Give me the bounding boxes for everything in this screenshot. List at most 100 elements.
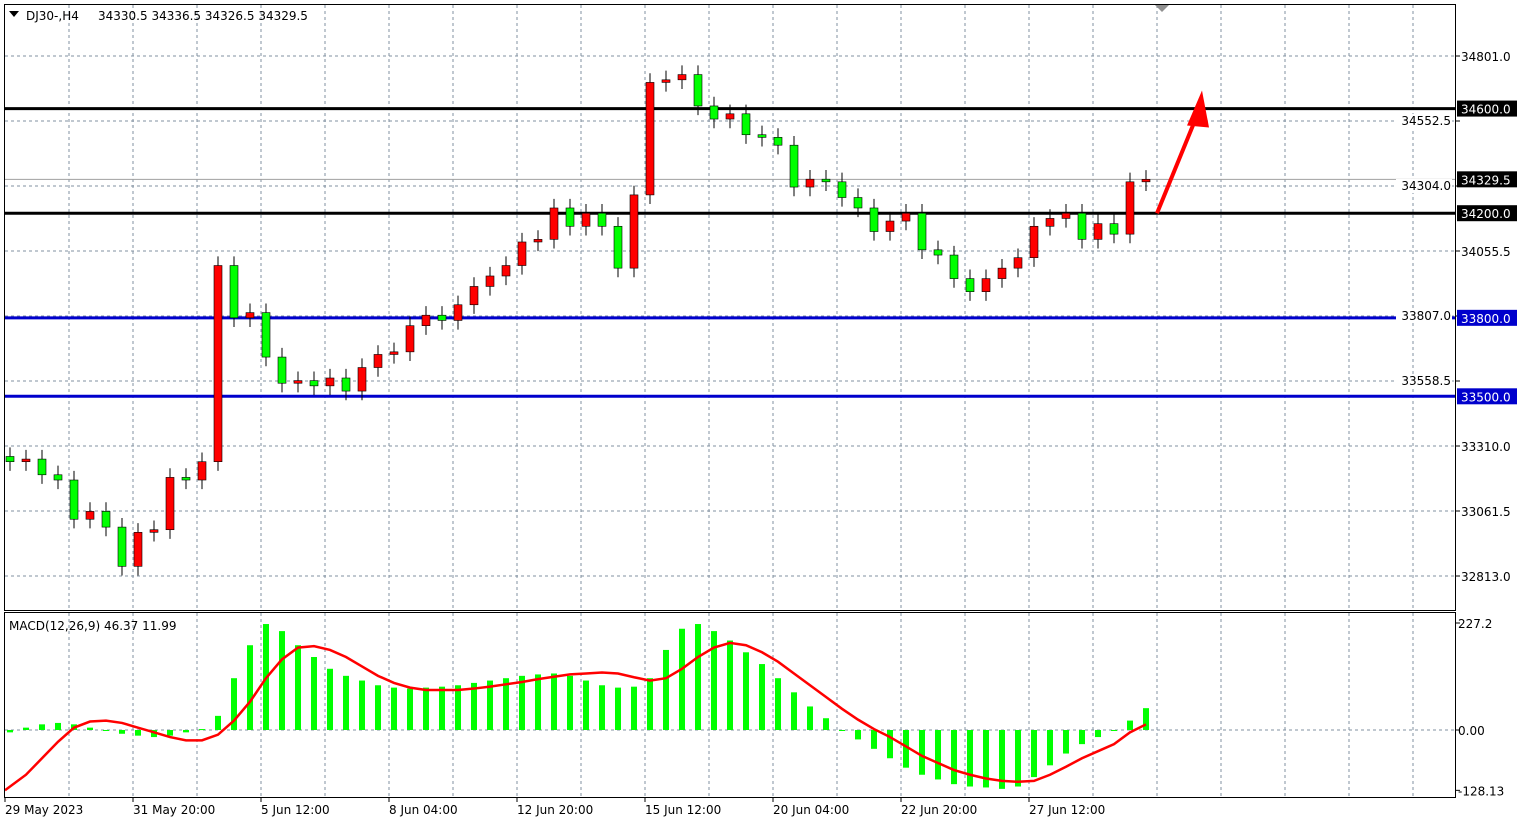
macd-bar [167, 730, 173, 736]
macd-tick-label: -128.13 [1458, 784, 1504, 798]
candle [37, 458, 47, 476]
arrow-shaft [1155, 114, 1199, 214]
macd-bar [215, 715, 221, 730]
ohlc-readout: 34330.5 34336.5 34326.5 34329.5 [98, 9, 308, 23]
macd-bar [327, 668, 333, 730]
macd-bar [1111, 730, 1117, 731]
candle [565, 207, 575, 227]
candle [373, 354, 383, 368]
symbol-label: DJ30-,H4 [26, 9, 79, 23]
macd-bar [567, 675, 573, 730]
candle [901, 212, 911, 222]
dropdown-triangle-icon[interactable] [9, 11, 19, 17]
candle [197, 461, 207, 481]
macd-bar [855, 730, 861, 740]
time-tick-label: 5 Jun 12:00 [261, 803, 330, 817]
candle [789, 144, 799, 188]
time-tick-label: 31 May 20:00 [133, 803, 215, 817]
price-tick-label-bg [1396, 374, 1452, 389]
candle [581, 212, 591, 227]
time-tick-label: 12 Jun 20:00 [517, 803, 593, 817]
macd-bar [1015, 730, 1021, 787]
price-tick-label-bg [1396, 309, 1452, 324]
level-label-bg [1457, 100, 1517, 117]
macd-bar [999, 730, 1005, 789]
macd-bar [615, 687, 621, 730]
macd-bar [1079, 730, 1085, 745]
macd-axis: 227.2 0.00 -128.13 [1455, 617, 1504, 798]
candle [1125, 181, 1135, 235]
candle [453, 304, 463, 321]
macd-bar [871, 730, 877, 749]
level-label: 33500.0 [1461, 390, 1511, 404]
macd-bar [1095, 730, 1101, 738]
macd-bar [583, 680, 589, 730]
level-label: 34600.0 [1461, 103, 1511, 117]
macd-panel [4, 624, 1149, 792]
candle [213, 265, 223, 463]
candle [133, 532, 143, 567]
macd-bar [1063, 730, 1069, 754]
candle [549, 207, 559, 240]
price-axis[interactable]: 34801.0 34055.5 33310.0 33061.5 32813.0 34600… [1455, 50, 1517, 584]
price-tick-label: 33310.0 [1461, 440, 1511, 454]
macd-bar [407, 688, 413, 730]
macd-bar [935, 730, 941, 780]
candle [469, 286, 479, 306]
macd-bar [807, 706, 813, 730]
macd-bar [759, 664, 765, 730]
macd-bar [679, 628, 685, 730]
candles [5, 65, 1151, 576]
macd-bar [663, 649, 669, 730]
price-tick-label: 33558.5 [1401, 374, 1451, 388]
candle [1109, 223, 1119, 235]
price-tick-label: 33807.0 [1401, 309, 1451, 323]
candle [677, 74, 687, 81]
time-axis[interactable]: 29 May 2023 31 May 20:00 5 Jun 12:00 8 Jun … [4, 797, 1105, 817]
candle [949, 254, 959, 279]
macd-bar [1143, 708, 1149, 730]
macd-bar [967, 730, 973, 787]
macd-bar [919, 730, 925, 775]
shift-marker-icon[interactable] [1155, 5, 1169, 12]
candle [53, 474, 63, 481]
candle [1029, 225, 1039, 258]
macd-bar [1031, 730, 1037, 778]
macd-bar [631, 686, 637, 730]
macd-bar [519, 675, 525, 730]
candle [597, 212, 607, 227]
macd-bar [711, 631, 717, 730]
macd-bar [887, 730, 893, 759]
macd-bar [647, 678, 653, 730]
time-tick-label: 27 Jun 12:00 [1029, 803, 1105, 817]
price-tick-label: 34055.5 [1461, 245, 1511, 259]
macd-bar [135, 730, 141, 736]
candle [85, 511, 95, 520]
macd-tick-label: 0.00 [1458, 724, 1485, 738]
candle [21, 458, 31, 463]
level-label: 33800.0 [1461, 312, 1511, 326]
candle [485, 275, 495, 287]
macd-signal-line [4, 641, 1147, 792]
candle [1093, 223, 1103, 240]
current-price-bg [1457, 171, 1517, 188]
candle [325, 377, 335, 387]
macd-bar [903, 730, 909, 768]
candle [965, 278, 975, 292]
level-label-bg [1457, 388, 1517, 405]
macd-bar [295, 645, 301, 730]
level-label-bg [1457, 205, 1517, 222]
macd-bar [983, 730, 989, 788]
macd-bar [391, 687, 397, 730]
candle [1013, 257, 1023, 269]
time-tick-label: 15 Jun 12:00 [645, 803, 721, 817]
time-tick-label: 8 Jun 04:00 [389, 803, 458, 817]
time-tick-label: 20 Jun 04:00 [773, 803, 849, 817]
macd-bar [791, 692, 797, 730]
candle [997, 267, 1007, 279]
macd-bar [119, 730, 125, 734]
macd-bar [439, 686, 445, 730]
time-tick-label: 29 May 2023 [5, 803, 83, 817]
candle [101, 511, 111, 528]
